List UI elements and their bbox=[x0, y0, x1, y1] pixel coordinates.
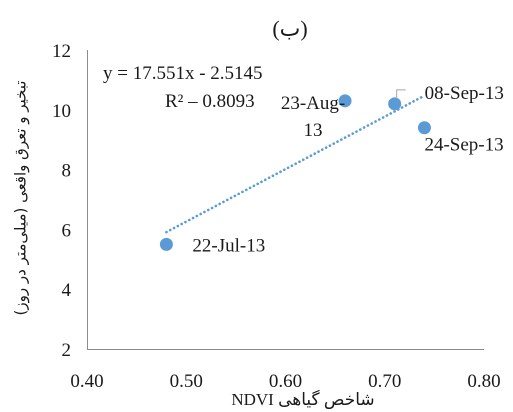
data-point bbox=[417, 121, 431, 135]
chart-title: (ب) bbox=[272, 16, 308, 41]
trendline-r-squared: R² – 0.8093 bbox=[165, 91, 255, 112]
y-tick-label: 2 bbox=[62, 340, 72, 361]
x-tick-label: 0.50 bbox=[170, 371, 203, 392]
data-label-line: 13 bbox=[304, 120, 323, 141]
trendline bbox=[165, 94, 426, 234]
y-tick-label: 4 bbox=[62, 280, 72, 301]
axes bbox=[87, 50, 484, 350]
data-label: 08-Sep-13 bbox=[425, 83, 504, 104]
x-tick-label: 0.80 bbox=[467, 371, 500, 392]
data-label: 23-Aug- 13 bbox=[281, 93, 345, 141]
x-axis-label: شاخص گیاهی NDVI bbox=[231, 390, 375, 409]
y-tick-label: 8 bbox=[62, 161, 72, 182]
data-label: 22-Jul-13 bbox=[192, 235, 265, 256]
y-tick-label: 6 bbox=[62, 220, 72, 241]
y-tick-label: 12 bbox=[52, 41, 71, 62]
y-tick-label: 10 bbox=[52, 101, 71, 122]
x-tick-label: 0.70 bbox=[368, 371, 401, 392]
data-point bbox=[388, 97, 402, 111]
data-point bbox=[159, 237, 173, 251]
x-tick-label: 0.40 bbox=[70, 371, 103, 392]
label-leader-line bbox=[396, 89, 406, 99]
y-tick-labels: 2 4 6 8 10 12 bbox=[52, 41, 72, 361]
trendline-equation: y = 17.551x - 2.5145 bbox=[103, 63, 263, 84]
data-label-line: 23-Aug- bbox=[281, 93, 345, 114]
data-points bbox=[159, 94, 431, 251]
data-point bbox=[338, 94, 352, 108]
data-label: 24-Sep-13 bbox=[424, 135, 503, 156]
y-axis-label: تبخیر و تعرق واقعی (میلی‌متر در روز) bbox=[11, 80, 30, 316]
trendline-layer bbox=[165, 94, 426, 234]
data-labels: 22-Jul-13 23-Aug- 13 08-Sep-13 24-Sep-13 bbox=[192, 83, 503, 257]
x-tick-labels: 0.40 0.50 0.60 0.70 0.80 bbox=[70, 371, 500, 392]
x-tick-label: 0.60 bbox=[269, 371, 302, 392]
